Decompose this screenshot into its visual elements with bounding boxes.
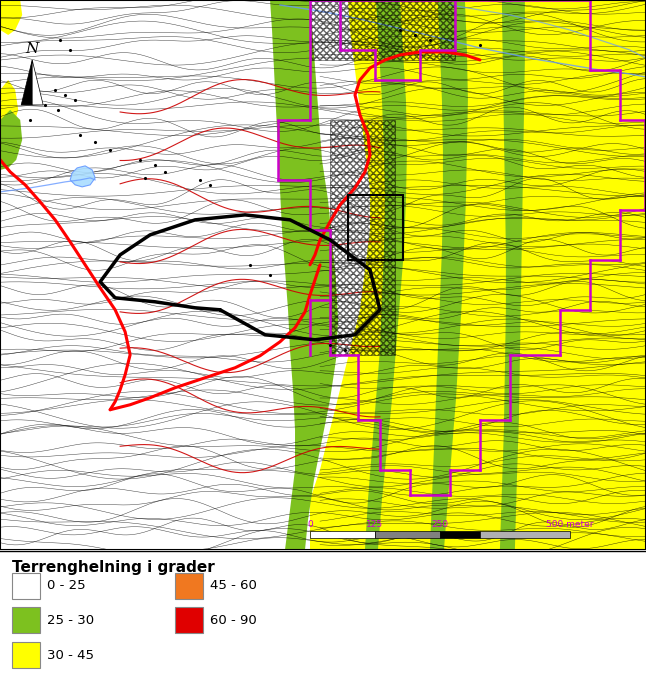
Bar (12, 573, 40, 599)
Text: 60 - 90: 60 - 90 (210, 614, 256, 627)
Text: 250: 250 (432, 520, 448, 529)
Text: 30 - 45: 30 - 45 (47, 648, 94, 661)
Polygon shape (430, 0, 468, 550)
Text: 125: 125 (366, 520, 384, 529)
Bar (12, 642, 40, 668)
Polygon shape (70, 166, 95, 187)
Bar (310, 531, 375, 538)
Polygon shape (0, 0, 22, 35)
Text: Terrenghelning i grader: Terrenghelning i grader (12, 560, 214, 575)
Bar (375, 531, 440, 538)
Polygon shape (365, 0, 407, 550)
Text: 45 - 60: 45 - 60 (210, 579, 257, 592)
Polygon shape (0, 110, 22, 170)
Text: 500 meter: 500 meter (546, 520, 594, 529)
Bar (440, 531, 480, 538)
Polygon shape (270, 0, 338, 550)
Polygon shape (0, 80, 18, 150)
Polygon shape (500, 0, 525, 550)
Bar (348, 195, 403, 260)
Bar (175, 573, 203, 599)
Bar (12, 607, 40, 634)
Polygon shape (21, 60, 32, 105)
Polygon shape (310, 0, 646, 550)
Polygon shape (32, 60, 43, 105)
Text: 0: 0 (307, 520, 313, 529)
Text: N: N (25, 42, 39, 56)
Text: 25 - 30: 25 - 30 (47, 614, 94, 627)
Bar (480, 531, 570, 538)
Text: 0 - 25: 0 - 25 (47, 579, 86, 592)
Bar (175, 607, 203, 634)
